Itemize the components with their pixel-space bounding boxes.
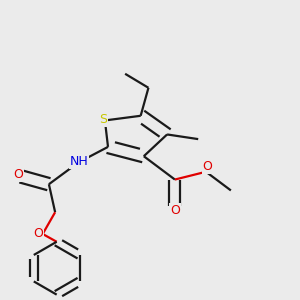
Text: NH: NH	[70, 155, 88, 168]
Text: O: O	[33, 227, 43, 240]
Text: O: O	[14, 168, 23, 182]
Text: O: O	[202, 160, 212, 173]
Text: O: O	[170, 204, 180, 217]
Text: S: S	[99, 113, 107, 126]
